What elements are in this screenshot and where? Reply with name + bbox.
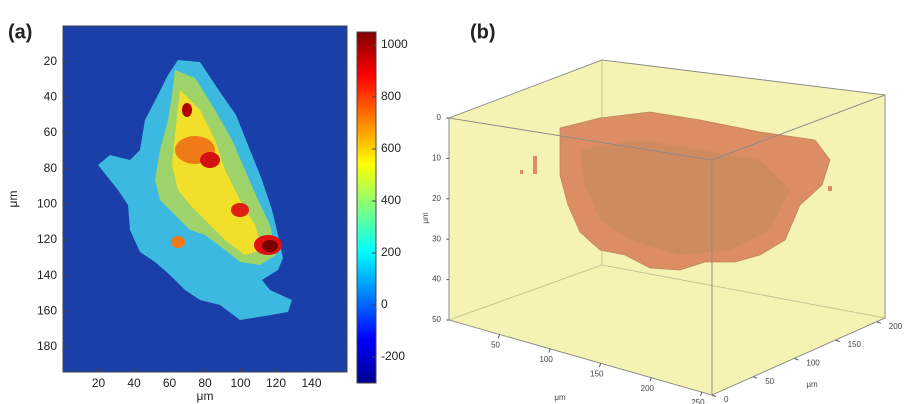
y-tick-label: 120 <box>37 232 57 246</box>
figure: (a) (b) 20406080100120140μm2040608010012… <box>0 0 908 404</box>
x-tick-label: 100 <box>230 376 250 390</box>
x-axis-label: μm <box>197 389 214 403</box>
axis-tick-label: 150 <box>590 369 604 378</box>
x-tick-label: 80 <box>198 376 212 390</box>
axis-tick <box>836 340 840 342</box>
colorbar-tick-label: 800 <box>381 89 401 103</box>
colorbar-tick-label: 0 <box>381 297 388 311</box>
y-tick-label: 160 <box>37 304 57 318</box>
y-axis-label: μm <box>806 380 818 389</box>
colorbar <box>357 32 376 383</box>
colorbar-tick-label: 1000 <box>381 37 408 51</box>
axis-tick <box>701 392 702 396</box>
y-axis-label: μm <box>6 191 20 208</box>
box-face <box>449 118 712 395</box>
panel-label: (b) <box>470 21 496 43</box>
axis-tick <box>712 395 716 397</box>
axis-tick <box>753 377 757 379</box>
x-tick-label: 120 <box>266 376 286 390</box>
axis-tick <box>877 322 881 324</box>
axis-tick-label: 100 <box>539 355 553 364</box>
z-axis-label: μm <box>421 212 430 224</box>
axis-tick <box>650 378 651 382</box>
colorbar-tick-label: 400 <box>381 193 401 207</box>
axis-tick-label: 0 <box>724 395 729 404</box>
axis-tick-label: 20 <box>432 194 441 203</box>
volume-box <box>449 60 885 395</box>
axis-tick-label: 100 <box>806 358 820 367</box>
axis-tick-label: 50 <box>765 377 774 386</box>
x-tick-label: 40 <box>127 376 141 390</box>
y-tick-label: 140 <box>37 268 57 282</box>
colorbar-tick-label: 600 <box>381 141 401 155</box>
axis-tick <box>498 334 499 338</box>
x-tick-label: 140 <box>301 376 321 390</box>
axis-tick <box>549 349 550 353</box>
axis-tick-label: 50 <box>491 341 500 350</box>
axis-tick-label: 250 <box>691 398 705 404</box>
y-tick-label: 40 <box>44 90 58 104</box>
axis-tick <box>794 358 798 360</box>
axis-tick <box>599 363 600 367</box>
x-tick-label: 20 <box>92 376 106 390</box>
axis-tick-label: 0 <box>437 113 442 122</box>
axis-tick-label: 40 <box>432 275 441 284</box>
axis-tick-label: 150 <box>848 340 862 349</box>
y-tick-label: 80 <box>44 161 58 175</box>
x-axis-label: μm <box>554 393 566 402</box>
colorbar-tick-label: -200 <box>381 349 405 363</box>
panel-label: (a) <box>8 21 32 43</box>
axis-tick-label: 10 <box>432 154 441 163</box>
x-tick-label: 60 <box>163 376 177 390</box>
y-tick-label: 60 <box>44 125 58 139</box>
heatmap-image <box>63 26 347 372</box>
axis-tick-label: 200 <box>889 322 903 331</box>
axis-tick-label: 30 <box>432 234 441 243</box>
y-tick-label: 180 <box>37 339 57 353</box>
axis-tick-label: 200 <box>641 384 655 393</box>
colorbar-tick-label: 200 <box>381 245 401 259</box>
axis-tick-label: 50 <box>432 315 441 324</box>
y-tick-label: 100 <box>37 197 57 211</box>
y-tick-label: 20 <box>44 54 58 68</box>
